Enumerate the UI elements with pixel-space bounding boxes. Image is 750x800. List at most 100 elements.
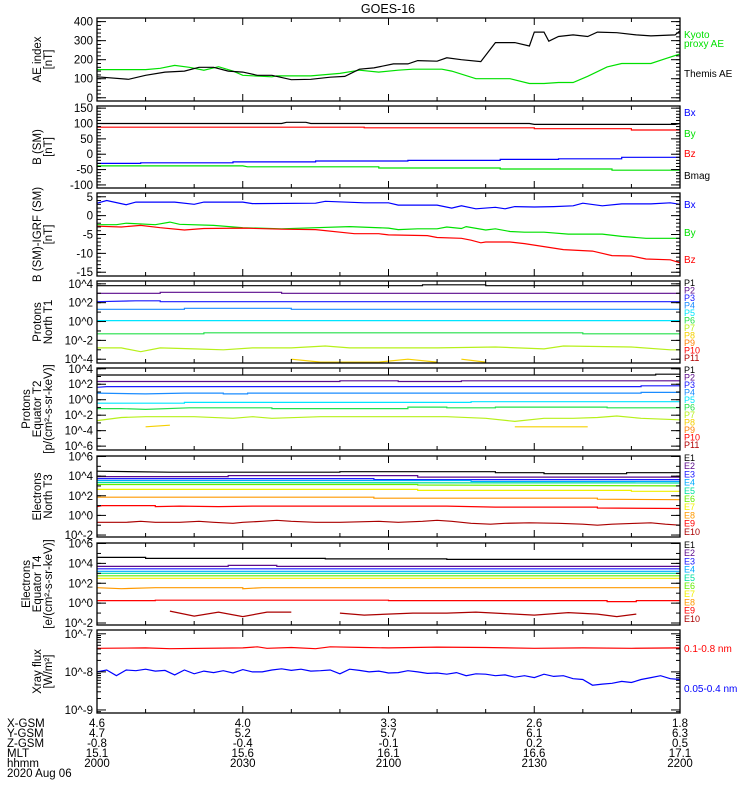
series-line-p8: [291, 358, 438, 363]
axis-row-value: 15.6: [232, 748, 254, 760]
y-tick-label: 0: [87, 149, 93, 161]
series-line-p6: [97, 332, 680, 335]
series-line-p6: [97, 406, 680, 411]
y-axis-label: Electrons: [21, 560, 33, 608]
legend-label: Bx: [684, 200, 696, 211]
axis-row-value: 5.2: [235, 728, 251, 740]
legend-label: P6: [684, 316, 695, 326]
y-tick-label: 10^2: [68, 491, 93, 503]
panel-b-sm: Bx By Bz Bmag -100 -50 0 50 100 150 B (SM) [nT]: [32, 103, 710, 192]
panel-b-minus-igrf: Bx By Bz -15 -10 -5 0 5 B (SM)-IGRF (SM) [nT]: [32, 187, 696, 282]
y-axis-label: North T1: [43, 300, 55, 345]
legend-label: P7: [684, 323, 695, 333]
legend-label: P7: [684, 410, 695, 420]
legend-label: P5: [684, 395, 695, 405]
axis-row-value: 2.6: [526, 718, 542, 730]
series-line-p2: [97, 380, 680, 383]
ephemeris-axis-table: X-GSM 4.6 4.0 3.3 2.6 1.8 Y-GSM 4.7 5.2 5.7 6.1 6.3…: [7, 718, 693, 780]
legend-label: P3: [684, 380, 695, 390]
legend-label: proxy AE: [684, 39, 724, 50]
legend-label: 0.1-0.8 nm: [684, 644, 732, 655]
axis-row-value: 2130: [521, 758, 547, 770]
y-axis-label: Equator T4: [32, 555, 44, 612]
y-tick-label: -50: [76, 165, 93, 177]
axis-row-value: 15.1: [86, 748, 108, 760]
y-tick-label: 10^-8: [65, 667, 93, 679]
y-tick-label: 100: [74, 74, 93, 86]
legend-label: P1: [684, 278, 695, 288]
y-tick-label: -10: [76, 248, 93, 260]
series-line-0-1-0-8-nm: [97, 646, 680, 650]
y-tick-label: 200: [74, 55, 93, 67]
legend-label: P8: [684, 331, 695, 341]
y-tick-label: 50: [80, 134, 93, 146]
y-tick-label: 10^0: [68, 598, 93, 610]
series-line-p7: [97, 415, 680, 423]
y-axis-label: [nT]: [43, 225, 55, 245]
legend-label: By: [684, 129, 696, 140]
series-line-e3: [97, 478, 680, 481]
series-line-kyoto-proxy-ae: [97, 53, 680, 85]
series-line-p5: [97, 401, 680, 404]
y-tick-label: -15: [76, 267, 93, 279]
legend-label: E5: [684, 573, 695, 583]
axis-row-value: 16.6: [523, 748, 545, 760]
legend-label: Bz: [684, 255, 696, 266]
series-line-p1: [97, 284, 680, 287]
y-axis-label: [e/(cm²-s-sr-keV)]: [43, 539, 55, 628]
axis-row-value: -0.1: [379, 738, 399, 750]
axis-row-value: 2200: [667, 758, 693, 770]
legend-label: P3: [684, 293, 695, 303]
series-line-e10: [339, 611, 637, 618]
y-tick-label: 10^4: [68, 558, 93, 570]
y-tick-label: 10^4: [68, 471, 93, 483]
y-axis-label: [nT]: [43, 50, 55, 70]
series-line-bz: [97, 126, 680, 131]
legend-label: E2: [684, 461, 695, 471]
y-axis-label: Electrons: [32, 472, 44, 520]
legend-label: Themis AE: [684, 69, 733, 80]
series-line-by: [97, 165, 680, 171]
series-line-e10: [169, 610, 292, 618]
axis-row-value: 4.7: [89, 728, 105, 740]
y-tick-label: 10^4: [68, 279, 93, 291]
axis-row-value: 3.3: [381, 718, 397, 730]
y-tick-label: 10^-7: [65, 629, 93, 641]
y-tick-label: 10^-2: [65, 618, 93, 630]
y-tick-label: 10^2: [68, 578, 93, 590]
axis-row-value: 0.2: [526, 738, 542, 750]
series-line-e1: [97, 556, 680, 561]
axis-row-value: 6.1: [526, 728, 542, 740]
axis-row-value: 17.1: [669, 748, 691, 760]
y-tick-label: 10^0: [68, 317, 93, 329]
y-axis-label: Protons: [32, 302, 44, 342]
axis-row-value: 4.0: [235, 718, 251, 730]
series-line-by: [97, 221, 680, 239]
legend-label: E9: [684, 519, 695, 529]
legend-label: P10: [684, 433, 700, 443]
y-tick-label: -100: [70, 180, 93, 192]
y-tick-label: 0: [87, 211, 93, 223]
series-line-p8: [461, 358, 486, 363]
legend-label: P4: [684, 301, 695, 311]
y-axis-label: [p/(cm²-s-sr-keV)]: [43, 364, 55, 453]
y-tick-label: 10^-6: [65, 441, 93, 453]
series-line-themis-ae: [97, 30, 680, 81]
y-tick-label: 10^6: [68, 452, 93, 464]
axis-row-value: 1.8: [672, 718, 688, 730]
legend-label: P1: [684, 365, 695, 375]
series-line-p2: [97, 291, 680, 294]
series-line-e7: [97, 488, 680, 492]
date-label: 2020 Aug 06: [7, 768, 72, 780]
y-axis-label: Equator T2: [32, 381, 44, 438]
legend-label: E5: [684, 486, 695, 496]
y-tick-label: 10^0: [68, 510, 93, 522]
y-axis-label: Protons: [21, 389, 33, 429]
axis-row-value: -0.4: [233, 738, 253, 750]
axis-row-label: hhmm: [7, 758, 39, 770]
series-line-e9: [97, 505, 680, 510]
legend-label: P2: [684, 373, 695, 383]
